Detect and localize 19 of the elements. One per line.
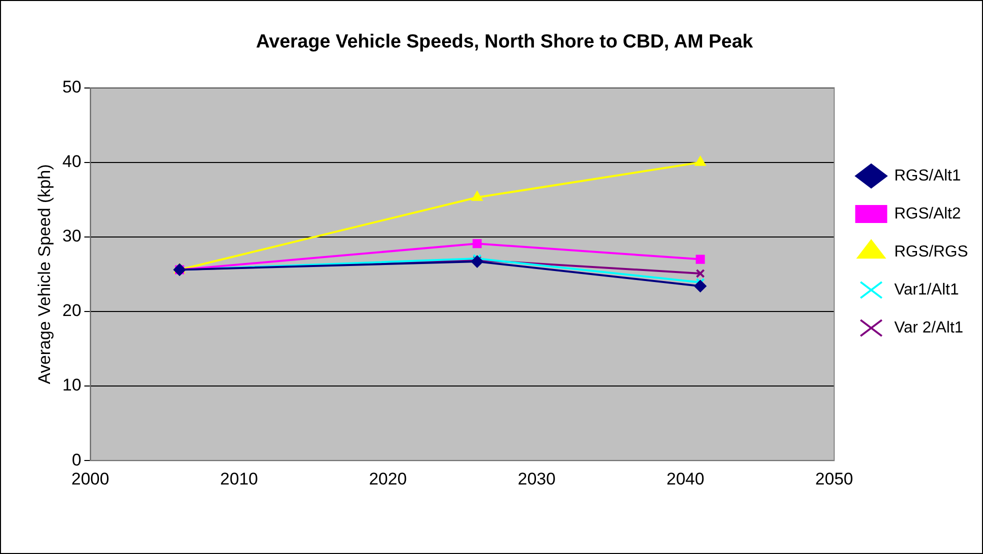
x-tick-label: 2000 <box>71 469 110 488</box>
y-tick-label: 30 <box>62 226 82 246</box>
legend-label: Var 2/Alt1 <box>894 319 964 336</box>
y-tick-label: 20 <box>62 301 82 320</box>
y-tick-label: 40 <box>62 152 82 172</box>
y-tick-label: 50 <box>62 77 82 96</box>
legend-label: RGS/RGS <box>894 243 968 260</box>
x-tick-label: 2010 <box>220 469 258 488</box>
chart-title: Average Vehicle Speeds, North Shore to CBD, AM Peak <box>256 32 754 53</box>
legend-label: RGS/Alt1 <box>894 167 961 184</box>
x-tick-label: 2050 <box>815 469 854 488</box>
y-tick-label: 10 <box>62 376 82 395</box>
legend-label: RGS/Alt2 <box>894 205 961 222</box>
y-axis-title: Average Vehicle Speed (kph) <box>34 164 54 384</box>
legend-label: Var1/Alt1 <box>894 281 959 298</box>
y-tick-label: 0 <box>72 450 82 470</box>
x-tick-label: 2030 <box>518 469 556 488</box>
x-tick-label: 2020 <box>368 469 407 488</box>
x-tick-label: 2040 <box>666 469 704 488</box>
